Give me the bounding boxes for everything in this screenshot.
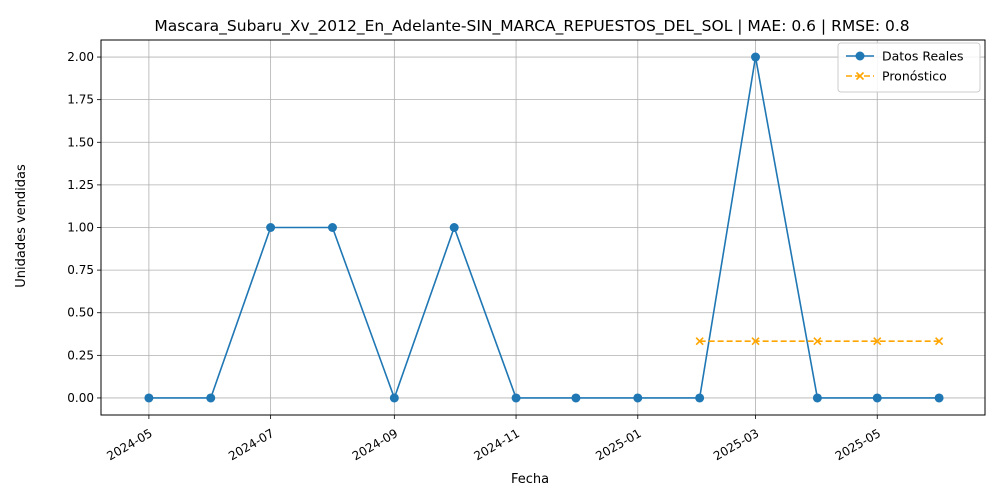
axis-ticks: 2024-05 2024-07 2024-09 2024-11 2025-01 2025-… [67,50,883,463]
x-tick-label: 2025-03 [711,426,761,463]
pron-stico-point [751,337,760,346]
datos-reales-line [148,56,940,399]
legend: Datos Reales Pronóstico [837,42,981,93]
y-tick-label: 1.25 [67,178,94,192]
legend-pron-stico-label: Pronóstico [882,69,947,84]
y-tick-label: 1.00 [67,221,94,235]
pron-stico-point [935,337,944,346]
x-tick-label: 2024-05 [104,426,154,463]
datos-reales-point [633,393,643,403]
y-tick-label: 1.75 [67,93,94,107]
y-tick-label: 0.25 [67,348,94,362]
x-tick-label: 2024-09 [350,426,400,463]
datos-reales-point [327,223,337,232]
grid-lines [101,40,985,415]
x-tick-label: 2024-07 [226,426,276,463]
datos-reales-point [389,393,399,403]
y-tick-label: 0.50 [67,306,94,320]
datos-reales-point [695,393,705,403]
datos-reales-point [266,223,276,232]
pron-stico-point [813,337,822,346]
x-tick-label: 2025-05 [833,426,883,463]
y-tick-label: 0.00 [67,391,94,405]
chart-title: Mascara_Subaru_Xv_2012_En_Adelante-SIN_M… [154,17,909,36]
datos-reales-point [511,393,521,403]
datos-reales-point [812,393,822,403]
datos-reales-point [872,393,882,403]
y-tick-label: 0.75 [67,263,94,277]
datos-reales-point [571,393,581,403]
datos-reales-point [449,223,459,232]
legend-datos-reales-label: Datos Reales [882,49,963,64]
legend-pron-stico-marker [855,71,865,81]
pron-stico-point [873,337,882,346]
datos-reales-point [751,52,761,62]
y-axis-label: Unidades vendidas [14,164,29,288]
series-layer [144,52,944,403]
y-tick-label: 2.00 [67,50,94,64]
x-axis-label: Fecha [511,472,549,487]
x-tick-label: 2024-11 [472,426,522,463]
datos-reales-point [144,393,154,403]
datos-reales-point [206,393,216,403]
legend-datos-reales-marker [855,51,865,61]
y-tick-label: 1.50 [67,135,94,149]
datos-reales-point [934,393,944,403]
pron-stico-point [695,337,704,346]
x-tick-label: 2025-01 [593,426,643,463]
